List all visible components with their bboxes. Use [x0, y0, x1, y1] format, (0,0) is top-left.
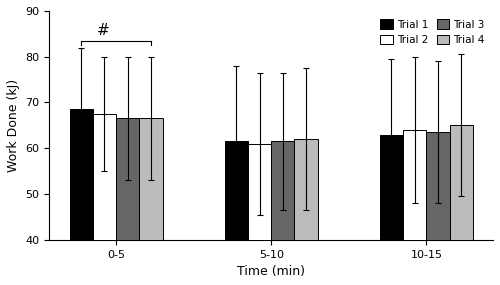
Bar: [93, 114, 116, 285]
Text: #: #: [97, 23, 110, 38]
Bar: [403, 130, 426, 285]
Bar: [224, 141, 248, 285]
Bar: [248, 144, 271, 285]
Legend: Trial 1, Trial 2, Trial 3, Trial 4: Trial 1, Trial 2, Trial 3, Trial 4: [377, 16, 488, 48]
Bar: [140, 119, 162, 285]
Bar: [116, 119, 140, 285]
X-axis label: Time (min): Time (min): [237, 265, 305, 278]
Bar: [271, 141, 294, 285]
Y-axis label: Work Done (kJ): Work Done (kJ): [7, 79, 20, 172]
Bar: [380, 135, 403, 285]
Bar: [450, 125, 473, 285]
Bar: [70, 109, 93, 285]
Bar: [294, 139, 318, 285]
Bar: [426, 132, 450, 285]
